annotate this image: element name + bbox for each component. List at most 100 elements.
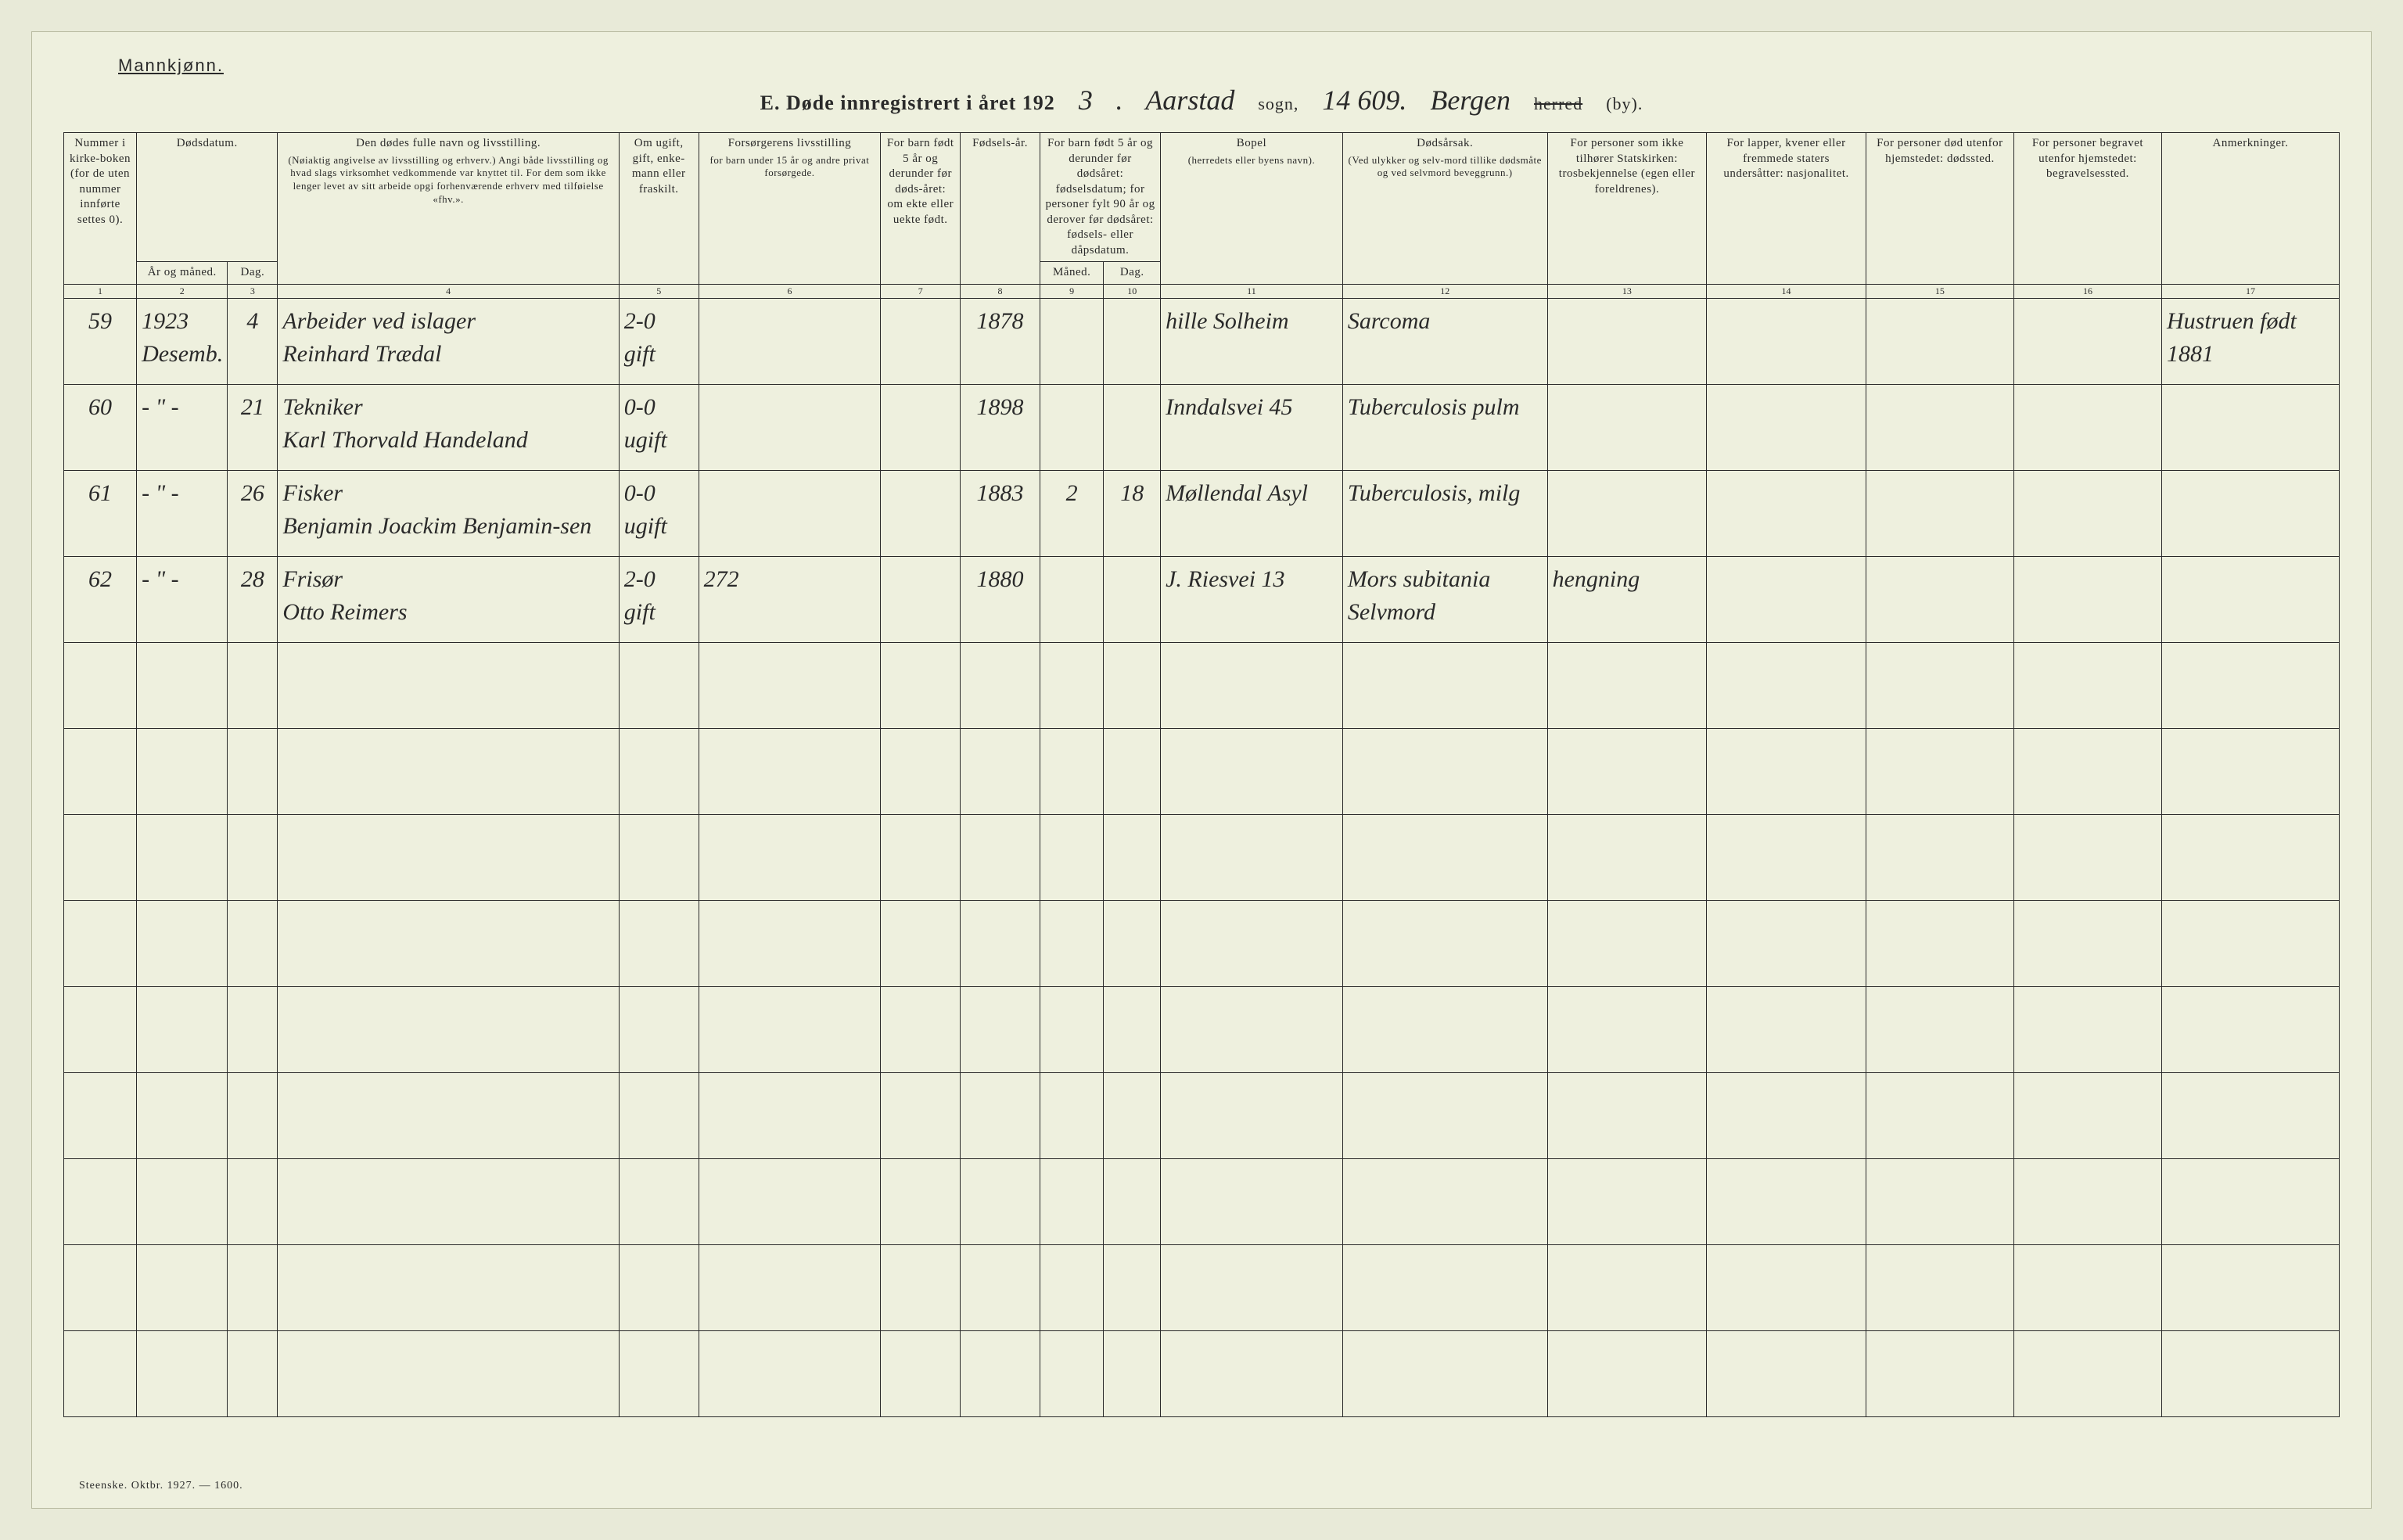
empty-cell bbox=[64, 1330, 137, 1416]
empty-cell bbox=[1707, 900, 1866, 986]
empty-cell bbox=[1104, 1330, 1161, 1416]
empty-cell bbox=[1707, 1244, 1866, 1330]
empty-cell bbox=[881, 728, 961, 814]
empty-cell bbox=[881, 900, 961, 986]
colnum-8: 8 bbox=[961, 284, 1040, 298]
empty-cell bbox=[137, 986, 228, 1072]
cell-c16 bbox=[2013, 556, 2161, 642]
cell-c8: 1898 bbox=[961, 384, 1040, 470]
empty-cell bbox=[619, 986, 699, 1072]
empty-cell bbox=[1866, 900, 2013, 986]
col-3-header: Dag. bbox=[228, 262, 278, 285]
empty-cell bbox=[1161, 642, 1343, 728]
empty-cell bbox=[228, 1244, 278, 1330]
empty-cell bbox=[137, 1158, 228, 1244]
colnum-17: 17 bbox=[2162, 284, 2340, 298]
cell-c11: J. Riesvei 13 bbox=[1161, 556, 1343, 642]
empty-cell bbox=[881, 1330, 961, 1416]
empty-cell bbox=[1040, 728, 1103, 814]
empty-cell bbox=[1547, 642, 1707, 728]
cell-c3: 21 bbox=[228, 384, 278, 470]
empty-cell bbox=[619, 1330, 699, 1416]
colnum-12: 12 bbox=[1342, 284, 1547, 298]
empty-row bbox=[64, 814, 2340, 900]
cell-c14 bbox=[1707, 556, 1866, 642]
col-17-header: Anmerkninger. bbox=[2162, 133, 2340, 285]
cell-c14 bbox=[1707, 298, 1866, 384]
col-2a-header: År og måned. bbox=[137, 262, 228, 285]
empty-cell bbox=[64, 1158, 137, 1244]
empty-cell bbox=[1040, 814, 1103, 900]
empty-cell bbox=[137, 900, 228, 986]
col-12-title: Dødsårsak. bbox=[1417, 137, 1473, 149]
empty-cell bbox=[1342, 1158, 1547, 1244]
empty-cell bbox=[137, 1330, 228, 1416]
cell-c13 bbox=[1547, 470, 1707, 556]
empty-cell bbox=[881, 642, 961, 728]
empty-cell bbox=[1104, 642, 1161, 728]
empty-cell bbox=[1866, 1244, 2013, 1330]
empty-cell bbox=[64, 728, 137, 814]
empty-cell bbox=[2162, 728, 2340, 814]
empty-cell bbox=[699, 986, 881, 1072]
cell-c4: FrisørOtto Reimers bbox=[278, 556, 619, 642]
form-number: 14 609. bbox=[1322, 84, 1406, 117]
herred-handwritten: Bergen bbox=[1430, 84, 1510, 117]
cell-c1: 60 bbox=[64, 384, 137, 470]
empty-cell bbox=[228, 1158, 278, 1244]
empty-cell bbox=[64, 986, 137, 1072]
cell-c13 bbox=[1547, 384, 1707, 470]
cell-c5: 2-0gift bbox=[619, 298, 699, 384]
colnum-14: 14 bbox=[1707, 284, 1866, 298]
cell-c6 bbox=[699, 470, 881, 556]
colnum-6: 6 bbox=[699, 284, 881, 298]
empty-cell bbox=[278, 814, 619, 900]
empty-row bbox=[64, 728, 2340, 814]
col-11-title: Bopel bbox=[1237, 137, 1266, 149]
empty-row bbox=[64, 642, 2340, 728]
empty-cell bbox=[961, 1330, 1040, 1416]
gender-label: Mannkjønn. bbox=[118, 56, 2340, 76]
cell-c15 bbox=[1866, 384, 2013, 470]
header-row-1: Nummer i kirke-boken (for de uten nummer… bbox=[64, 133, 2340, 262]
empty-cell bbox=[1342, 814, 1547, 900]
empty-cell bbox=[1547, 814, 1707, 900]
empty-cell bbox=[699, 642, 881, 728]
empty-cell bbox=[1866, 1330, 2013, 1416]
empty-cell bbox=[64, 900, 137, 986]
empty-cell bbox=[2162, 900, 2340, 986]
cell-c1: 59 bbox=[64, 298, 137, 384]
cell-c1: 62 bbox=[64, 556, 137, 642]
empty-cell bbox=[278, 900, 619, 986]
col-11-sub: (herredets eller byens navn). bbox=[1166, 154, 1338, 167]
empty-row bbox=[64, 900, 2340, 986]
data-body: 591923Desemb.4Arbeider ved islagerReinha… bbox=[64, 298, 2340, 642]
empty-cell bbox=[137, 728, 228, 814]
empty-cell bbox=[1547, 900, 1707, 986]
cell-c17 bbox=[2162, 556, 2340, 642]
empty-cell bbox=[619, 1158, 699, 1244]
empty-cell bbox=[1040, 1330, 1103, 1416]
cell-c17: Hustruen født 1881 bbox=[2162, 298, 2340, 384]
cell-c16 bbox=[2013, 384, 2161, 470]
col-13-header: For personer som ikke tilhører Statskirk… bbox=[1547, 133, 1707, 285]
cell-c15 bbox=[1866, 298, 2013, 384]
col-4-sub: (Nøiaktig angivelse av livsstilling og e… bbox=[282, 154, 613, 207]
colnum-2: 2 bbox=[137, 284, 228, 298]
empty-cell bbox=[2013, 1072, 2161, 1158]
empty-cell bbox=[881, 986, 961, 1072]
empty-cell bbox=[2162, 814, 2340, 900]
cell-c12: Tuberculosis, milg bbox=[1342, 470, 1547, 556]
empty-cell bbox=[228, 1072, 278, 1158]
empty-cell bbox=[619, 1072, 699, 1158]
cell-c9 bbox=[1040, 556, 1103, 642]
empty-cell bbox=[961, 1244, 1040, 1330]
cell-c16 bbox=[2013, 298, 2161, 384]
cell-c14 bbox=[1707, 470, 1866, 556]
empty-cell bbox=[1104, 900, 1161, 986]
colnum-16: 16 bbox=[2013, 284, 2161, 298]
empty-cell bbox=[1104, 728, 1161, 814]
cell-c3: 4 bbox=[228, 298, 278, 384]
empty-cell bbox=[1547, 1158, 1707, 1244]
col-7-header: For barn født 5 år og derunder før døds-… bbox=[881, 133, 961, 285]
